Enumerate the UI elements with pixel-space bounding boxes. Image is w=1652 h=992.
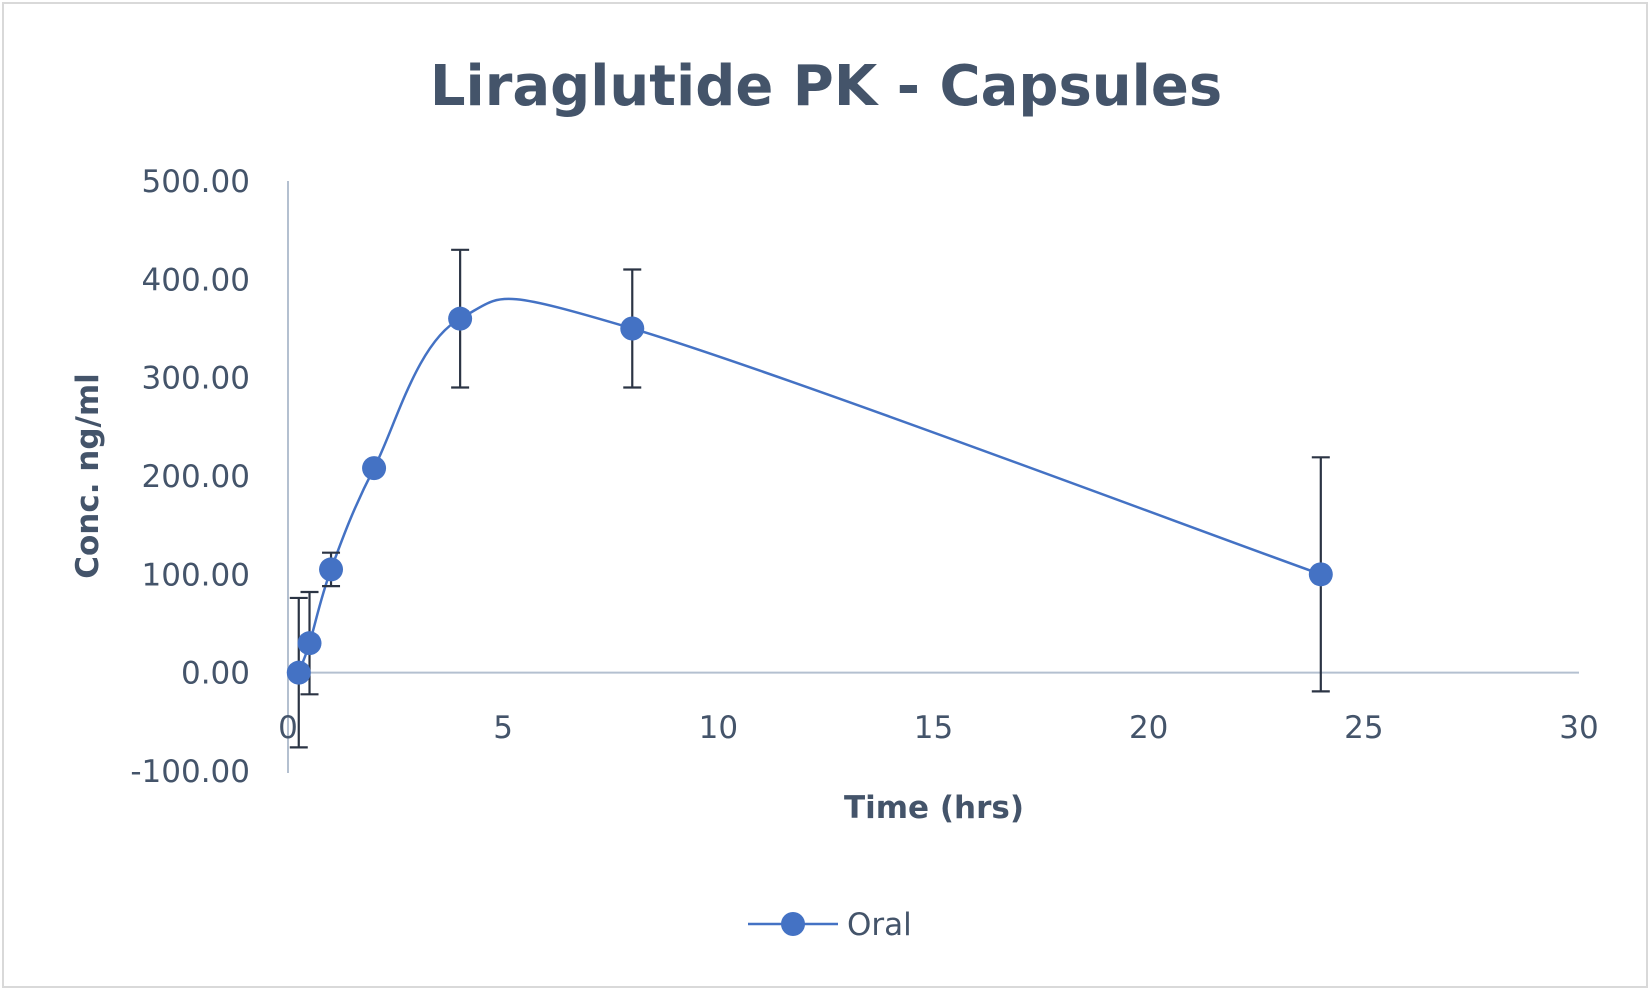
y-tick-label: 300.00 — [142, 361, 250, 397]
legend-marker — [781, 912, 805, 936]
y-tick-label: 500.00 — [142, 164, 250, 200]
legend-label-oral: Oral — [847, 907, 912, 943]
data-point — [448, 306, 473, 331]
y-tick-label: 400.00 — [142, 262, 250, 298]
y-tick-labels: -100.00 0.00 100.00 200.00 300.00 400.00 500.0… — [130, 164, 250, 790]
series-line-oral — [297, 297, 1322, 674]
x-tick-label: 20 — [1129, 710, 1168, 746]
y-tick-label: 200.00 — [142, 459, 250, 495]
y-tick-label: -100.00 — [130, 754, 250, 790]
series-oral — [286, 248, 1333, 749]
data-point — [297, 631, 322, 656]
y-tick-label: 100.00 — [142, 557, 250, 593]
legend: Oral — [748, 907, 912, 943]
data-point — [362, 456, 387, 481]
x-axis-title: Time (hrs) — [844, 790, 1024, 826]
data-point — [319, 557, 344, 582]
chart-title: Liraglutide PK - Capsules — [430, 54, 1222, 119]
data-point — [286, 660, 311, 685]
x-tick-label: 25 — [1344, 710, 1383, 746]
x-tick-labels: 0 5 10 15 20 25 30 — [278, 710, 1599, 746]
y-tick-label: 0.00 — [181, 656, 250, 692]
y-axis-title: Conc. ng/ml — [70, 373, 106, 579]
x-tick-label: 0 — [278, 710, 298, 746]
x-tick-label: 15 — [914, 710, 953, 746]
x-tick-label: 10 — [699, 710, 738, 746]
data-point — [620, 316, 645, 341]
data-point — [1308, 562, 1333, 587]
x-tick-label: 30 — [1559, 710, 1598, 746]
x-tick-label: 5 — [493, 710, 513, 746]
